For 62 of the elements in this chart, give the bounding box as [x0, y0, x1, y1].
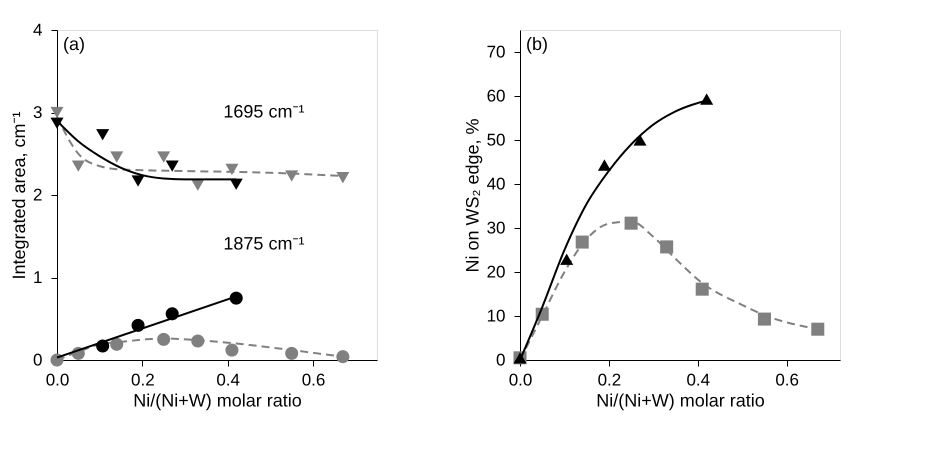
y-tick-label: 30 [486, 218, 506, 238]
point [96, 129, 110, 140]
point [336, 172, 350, 184]
y-tick-label: 0 [496, 350, 506, 370]
point [700, 93, 714, 105]
point [811, 322, 824, 336]
point [598, 159, 611, 171]
point [110, 338, 124, 351]
x-tick-label: 0.6 [775, 370, 799, 390]
x-tick-label: 0.0 [508, 370, 532, 390]
point [230, 178, 243, 190]
y-tick-label: 50 [486, 130, 506, 150]
point [191, 334, 204, 348]
x-tick-label: 0.4 [686, 370, 710, 390]
point [696, 282, 709, 296]
point [157, 332, 170, 346]
point [132, 318, 145, 332]
point [72, 160, 85, 172]
y-axis-title: Integrated area, cm⁻¹ [9, 111, 30, 280]
x-tick-label: 0.0 [46, 370, 70, 390]
x-axis-title: Ni/(Ni+W) molar ratio [133, 390, 302, 410]
chart-title: (b) [526, 34, 548, 54]
point [166, 307, 179, 320]
point [624, 216, 638, 230]
x-tick-label: 0.4 [216, 370, 240, 390]
y-tick-label: 0 [33, 350, 42, 370]
point [225, 344, 238, 357]
point [285, 346, 298, 360]
y-tick-label: 10 [486, 306, 506, 326]
point [132, 175, 145, 187]
y-axis-title: Ni on WS₂ edge, % [462, 118, 483, 273]
point [157, 151, 170, 163]
point [576, 236, 589, 249]
x-tick-label: 0.2 [131, 370, 155, 390]
point [336, 350, 350, 364]
point [285, 170, 298, 182]
y-tick-label: 60 [486, 86, 506, 106]
point [660, 240, 674, 254]
chart-title: (a) [63, 34, 85, 54]
y-tick-label: 4 [33, 20, 42, 40]
x-tick-label: 0.2 [598, 370, 622, 390]
x-tick-label: 0.6 [302, 370, 326, 390]
y-tick-label: 3 [33, 103, 42, 122]
point [166, 160, 179, 172]
point [633, 134, 647, 146]
y-tick-label: 70 [486, 42, 506, 62]
point [50, 106, 64, 118]
point [50, 353, 64, 367]
annotation: 1875 cm⁻¹ [223, 234, 304, 254]
x-axis-title: Ni/(Ni+W) molar ratio [596, 390, 765, 410]
point [96, 339, 110, 352]
y-tick-label: 1 [33, 268, 42, 287]
point [225, 164, 238, 176]
point [230, 292, 243, 305]
point [50, 118, 64, 129]
y-tick-label: 20 [486, 262, 506, 282]
annotation: 1695 cm⁻¹ [223, 102, 304, 122]
point [560, 254, 574, 265]
point [110, 151, 124, 163]
y-tick-label: 40 [486, 174, 506, 194]
point [758, 312, 771, 326]
y-tick-label: 2 [33, 186, 42, 204]
